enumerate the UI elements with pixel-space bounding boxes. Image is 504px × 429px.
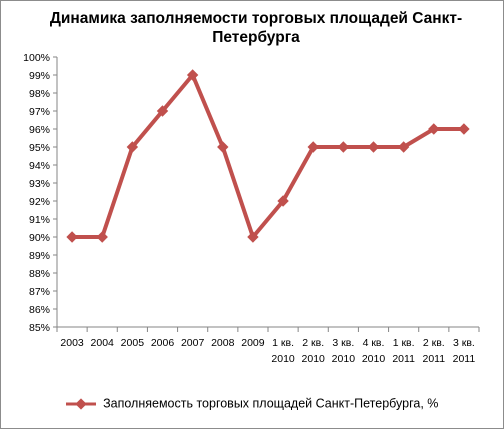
chart-title: Динамика заполняемости торговых площадей… bbox=[41, 9, 471, 47]
data-point-marker bbox=[96, 231, 108, 243]
x-tick-label: 2010 bbox=[362, 353, 386, 365]
y-tick-label: 98% bbox=[29, 88, 50, 100]
x-tick-label: 2011 bbox=[453, 353, 476, 365]
x-tick-label: 4 кв. bbox=[363, 337, 385, 349]
data-point-marker bbox=[186, 69, 199, 81]
data-point-marker bbox=[397, 141, 410, 153]
x-tick-label: 2 кв. bbox=[423, 337, 445, 349]
data-point-marker bbox=[428, 123, 440, 135]
x-tick-label: 3 кв. bbox=[453, 337, 475, 349]
x-tick-label: 2 кв. bbox=[302, 337, 324, 349]
data-point-marker bbox=[277, 195, 289, 207]
x-tick-label: 2005 bbox=[121, 337, 145, 349]
series-line bbox=[70, 73, 466, 239]
data-point-marker bbox=[156, 105, 169, 117]
x-tick-label: 2003 bbox=[60, 337, 84, 349]
y-tick-label: 90% bbox=[29, 232, 50, 244]
chart-title-line-2: Петербурга bbox=[212, 29, 300, 46]
y-tick-label: 95% bbox=[29, 142, 50, 154]
data-point-marker bbox=[367, 141, 380, 153]
y-tick-label: 99% bbox=[29, 70, 50, 82]
x-tick-label: 3 кв. bbox=[332, 337, 354, 349]
chart-legend: Заполняемость торговых площадей Санкт-Пе… bbox=[1, 396, 503, 411]
y-tick-label: 100% bbox=[23, 52, 50, 64]
legend-series-label: Заполняемость торговых площадей Санкт-Пе… bbox=[103, 396, 439, 411]
x-tick-label: 2006 bbox=[151, 337, 175, 349]
data-point-marker bbox=[307, 141, 319, 153]
data-point-marker bbox=[66, 231, 78, 243]
x-tick-label: 2010 bbox=[302, 353, 326, 365]
x-tick-label: 2008 bbox=[211, 337, 235, 349]
y-tick-label: 89% bbox=[29, 250, 50, 262]
x-tick-label: 1 кв. bbox=[393, 337, 415, 349]
y-tick-label: 85% bbox=[29, 322, 50, 334]
y-tick-label: 87% bbox=[29, 286, 50, 298]
data-point-marker bbox=[126, 141, 139, 153]
x-tick-label: 2004 bbox=[91, 337, 115, 349]
data-point-marker bbox=[217, 141, 229, 153]
data-point-marker bbox=[458, 123, 470, 135]
y-tick-label: 91% bbox=[29, 214, 50, 226]
x-tick-label: 2010 bbox=[271, 353, 295, 365]
y-tick-label: 92% bbox=[29, 196, 50, 208]
x-tick-label: 2011 bbox=[392, 353, 415, 365]
y-tick-label: 97% bbox=[29, 106, 50, 118]
x-tick-label: 2011 bbox=[422, 353, 445, 365]
x-tick-label: 1 кв. bbox=[272, 337, 294, 349]
data-point-marker bbox=[247, 231, 259, 243]
data-point-marker bbox=[337, 141, 350, 153]
x-tick-label: 2007 bbox=[181, 337, 205, 349]
y-tick-label: 88% bbox=[29, 268, 50, 280]
x-tick-label: 2010 bbox=[332, 353, 356, 365]
x-tick-label: 2009 bbox=[241, 337, 265, 349]
y-tick-label: 93% bbox=[29, 178, 50, 190]
y-tick-label: 94% bbox=[29, 160, 50, 172]
chart-title-line-1: Динамика заполняемости торговых площадей… bbox=[49, 10, 463, 27]
y-tick-label: 96% bbox=[29, 124, 50, 136]
legend-series-marker bbox=[65, 398, 96, 410]
y-tick-label: 86% bbox=[29, 304, 50, 316]
